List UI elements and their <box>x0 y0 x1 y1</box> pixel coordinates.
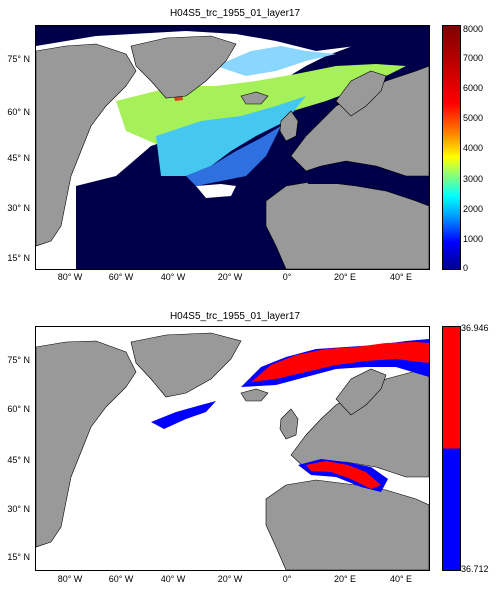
top-lat-tick: 15° N <box>7 253 30 263</box>
bottom-iceland <box>240 388 269 402</box>
top-colorbar-tick: 8000 <box>463 24 484 34</box>
bottom-colorbar-min-label: 36.712 <box>461 564 489 574</box>
top-lat-tick: 45° N <box>7 153 30 163</box>
top-colorbar-tick: 0 <box>463 263 469 273</box>
top-lon-tick: 40° W <box>160 272 186 282</box>
top-map-canvas <box>36 26 429 269</box>
top-plume-blue <box>186 126 281 186</box>
bottom-lon-tick: 40° E <box>389 574 413 584</box>
bottom-colorbar-max-label: 36.946 <box>461 323 489 333</box>
top-scandinavia <box>335 70 387 117</box>
top-north-america <box>36 43 137 247</box>
bottom-map-canvas <box>36 327 429 570</box>
top-arctic-navy <box>36 26 429 51</box>
top-lon-tick: 20° W <box>217 272 243 282</box>
bottom-africa <box>265 479 429 570</box>
top-lat-tick: 75° N <box>7 54 30 64</box>
bottom-lon-tick: 20° W <box>217 574 243 584</box>
bottom-lon-tick: 80° W <box>57 574 83 584</box>
bottom-lat-tick: 45° N <box>7 455 30 465</box>
top-lat-tick: 30° N <box>7 203 30 213</box>
bottom-lat-tick: 60° N <box>7 404 30 414</box>
top-colorbar-tick: 1000 <box>463 234 484 244</box>
bottom-uk <box>279 408 299 440</box>
top-europe <box>290 65 429 177</box>
top-empty-strip <box>196 184 236 198</box>
top-colorbar-tick: 6000 <box>463 83 484 93</box>
top-lon-tick: 60° W <box>108 272 134 282</box>
top-colorbar-tick: 2000 <box>463 204 484 214</box>
top-iceland <box>240 91 269 105</box>
bottom-lon-tick: 20° E <box>333 574 357 584</box>
top-lon-tick: 40° E <box>389 272 413 282</box>
top-plume-cyan <box>156 96 306 176</box>
top-colorbar-tick: 3000 <box>463 174 484 184</box>
top-colorbar-tick: 7000 <box>463 53 484 63</box>
top-map-title: H04S5_trc_1955_01_layer17 <box>169 8 301 19</box>
bottom-lat-tick: 15° N <box>7 552 30 562</box>
bottom-lat-tick: 30° N <box>7 504 30 514</box>
top-colorbar-tick: 4000 <box>463 143 484 153</box>
bottom-lat-tick: 75° N <box>7 355 30 365</box>
top-map <box>35 25 430 270</box>
bottom-lon-tick: 0° <box>282 574 292 584</box>
top-uk <box>279 110 299 142</box>
top-mediterranean <box>306 174 391 188</box>
bottom-map <box>35 326 430 571</box>
bottom-med-red <box>306 461 381 489</box>
bottom-arctic-red <box>251 342 429 382</box>
top-lon-tick: 20° E <box>333 272 357 282</box>
bottom-lon-tick: 60° W <box>108 574 134 584</box>
bottom-scandinavia <box>335 368 387 416</box>
bottom-north-america <box>36 340 137 548</box>
bottom-greenland <box>130 332 242 398</box>
top-lon-tick: 80° W <box>57 272 83 282</box>
bottom-atlantic-blue <box>151 401 216 429</box>
top-lon-tick: 0° <box>282 272 292 282</box>
bottom-colorbar <box>442 326 461 571</box>
top-colorbar <box>442 25 461 270</box>
bottom-lon-tick: 40° W <box>160 574 186 584</box>
top-colorbar-tick: 5000 <box>463 113 484 123</box>
top-plume-lightblue <box>216 46 336 76</box>
top-lat-tick: 60° N <box>7 107 30 117</box>
bottom-map-title: H04S5_trc_1955_01_layer17 <box>169 311 301 322</box>
top-greenland <box>130 35 237 99</box>
